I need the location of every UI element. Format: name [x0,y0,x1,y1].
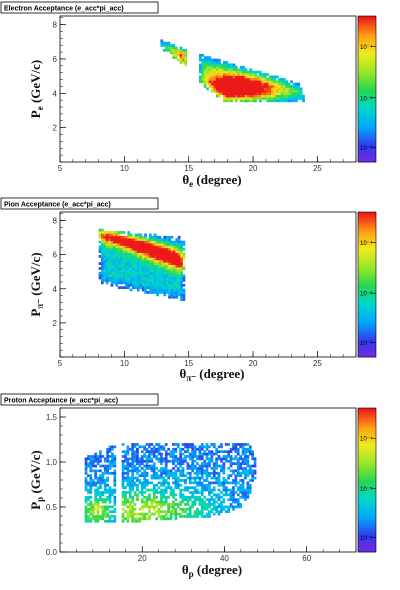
color-bar-label: 10⁻⁵ [360,95,373,102]
y-tick-label: 4 [53,285,58,294]
y-tick-label: 8 [53,217,58,226]
x-axis: 5 10 15 20 25 [58,351,357,368]
color-bar-label: 10⁻⁵ [360,291,373,298]
plot-frame [59,15,357,163]
color-bar-label: 10⁻⁴ [360,44,373,51]
y-tick-label: 1.0 [46,458,58,467]
color-bar-label: 10⁻⁴ [360,436,373,443]
color-bar-label: 10⁻⁶ [360,145,373,152]
heatmap-cells [160,39,305,103]
y-tick-label: 8 [53,21,58,30]
y-tick-label: 4 [53,89,58,98]
color-bar-label: 10⁻⁶ [360,535,373,542]
x-tick-label: 10 [120,164,129,173]
x-axis: 5 10 15 20 25 [58,156,357,173]
x-tick-label: 15 [184,164,193,173]
panel-title: Pion Acceptance (e_acc*pi_acc) [4,202,111,209]
panel-title: Electron Acceptance (e_acc*pi_acc) [4,6,124,13]
y-tick-label: 0.5 [46,503,58,512]
y-tick-label: 2 [53,319,58,328]
y-tick-label: 1.5 [46,413,58,422]
x-tick-label: 20 [249,359,258,368]
panel-electron: Electron Acceptance (e_acc*pi_acc) 5 10 15 2… [0,1,377,189]
x-axis: 20 40 60 [59,546,357,563]
panel-title: Proton Acceptance (e_acc*pi_acc) [4,398,118,405]
y-tick-label: 2 [53,124,58,133]
x-axis-title: θe (degree) [182,172,241,189]
plot-frame [59,211,357,358]
x-tick-label: 25 [313,164,322,173]
x-axis-title: θp (degree) [182,562,242,579]
y-axis: 2 4 6 8 [53,17,66,163]
y-axis-title: Pπ⁻ (GeV/c) [28,252,45,316]
x-tick-label: 20 [138,554,147,563]
color-bar: 10⁻⁴ 10⁻⁵ 10⁻⁶ [357,211,377,358]
panel-title-box [0,197,159,210]
color-bar-label: 10⁻⁶ [360,340,373,347]
panel-title-box [0,393,159,406]
x-tick-label: 60 [302,554,311,563]
color-bar-frame [357,15,377,163]
x-tick-label: 5 [58,359,63,368]
panel-pion: Pion Acceptance (e_acc*pi_acc) 5 10 15 20 25 2… [0,197,377,383]
heatmap-cells [98,228,186,301]
color-bar-frame [357,211,377,358]
color-bar: 10⁻⁴ 10⁻⁵ 10⁻⁶ [357,15,377,163]
y-tick-label: 6 [53,55,58,64]
panel-proton: Proton Acceptance (e_acc*pi_acc) 20 40 60 0.… [0,393,377,579]
color-bar: 10⁻⁴ 10⁻⁵ 10⁻⁶ [357,407,377,553]
x-tick-label: 20 [249,164,258,173]
x-tick-label: 40 [220,554,229,563]
color-bar-label: 10⁻⁴ [360,240,373,247]
x-tick-label: 25 [313,359,322,368]
heatmap-cells [84,443,257,523]
color-bar-label: 10⁻⁵ [360,486,373,493]
y-tick-label: 6 [53,251,58,260]
panel-title-box [0,1,159,14]
y-axis-title: Pe (GeV/c) [28,60,45,119]
x-tick-label: 15 [184,359,193,368]
x-axis-title: θπ⁻ (degree) [180,366,245,383]
y-axis: 0.0 0.5 1.0 1.5 [46,407,66,557]
x-tick-label: 10 [120,359,129,368]
x-tick-label: 5 [58,164,63,173]
color-bar-frame [357,407,377,553]
y-axis-title: Pp (GeV/c) [28,450,45,510]
y-axis: 2 4 6 8 [53,213,66,358]
y-tick-label: 0.0 [46,548,58,557]
